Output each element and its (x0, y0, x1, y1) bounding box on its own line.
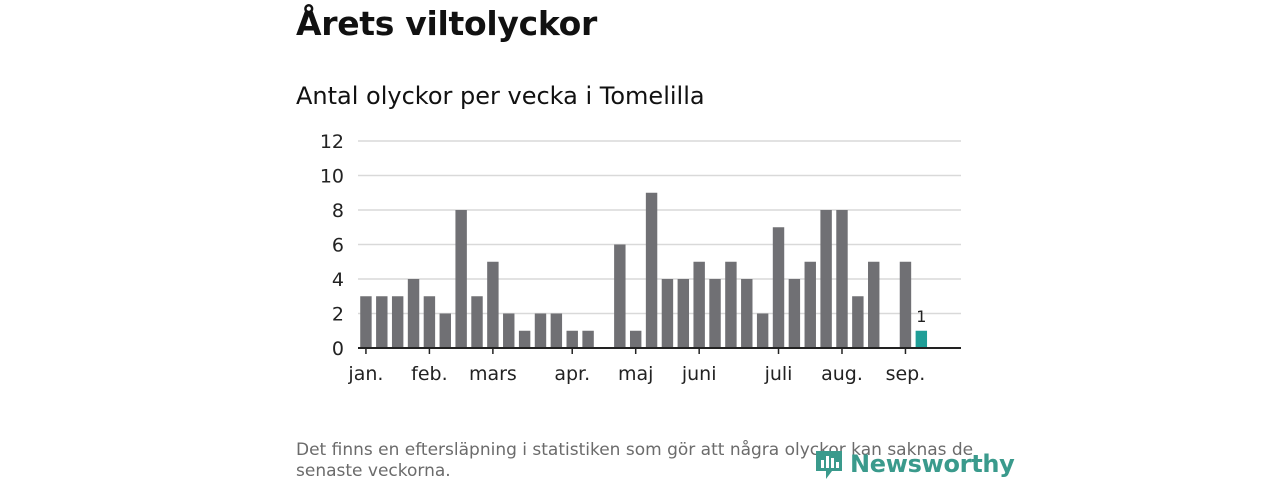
bar (756, 313, 769, 348)
bar (820, 210, 832, 348)
y-tick-label: 0 (332, 338, 344, 360)
bar (661, 279, 674, 348)
x-tick-label: juli (764, 363, 793, 385)
bar (868, 261, 880, 348)
bar (836, 210, 848, 348)
bar (439, 313, 451, 348)
bar (534, 313, 547, 348)
x-tick-label: apr. (554, 363, 590, 385)
bar (550, 313, 563, 348)
bar (360, 296, 372, 348)
bar (614, 244, 626, 348)
y-tick-label: 10 (320, 166, 344, 188)
bar (709, 279, 721, 348)
footnote: Det finns en eftersläpning i statistiken… (296, 440, 974, 481)
chart-heading: Årets viltolyckor (296, 4, 597, 43)
bar (455, 210, 467, 348)
x-tick-label: maj (618, 363, 653, 385)
y-tick-label: 8 (332, 200, 344, 222)
bar (741, 279, 753, 348)
y-tick-label: 6 (332, 235, 344, 257)
bar (487, 261, 499, 348)
bar (376, 296, 388, 348)
bar (804, 261, 816, 348)
bar (725, 261, 737, 348)
bar (645, 192, 658, 348)
x-tick-label: aug. (821, 363, 863, 385)
data-label: 1 (916, 307, 926, 326)
bar (582, 330, 594, 348)
bar (471, 296, 483, 348)
bar-series (360, 192, 928, 348)
bar (629, 330, 642, 348)
bar (693, 261, 705, 348)
x-tick-label: mars (469, 363, 517, 385)
bar (899, 261, 912, 348)
bar (788, 279, 801, 348)
data-labels: 1 (916, 307, 926, 326)
x-axis: jan. feb. mars apr. maj juni juli aug. sep. (347, 347, 961, 385)
bar (407, 279, 420, 348)
bar (503, 313, 515, 348)
chart-subtitle: Antal olyckor per vecka i Tomelilla (296, 82, 705, 110)
bar (518, 330, 531, 348)
brand-name: Newsworthy (850, 450, 1015, 478)
bar (423, 296, 436, 348)
bar (566, 330, 578, 348)
x-tick-label: juni (681, 363, 717, 385)
bar (852, 296, 864, 348)
newsworthy-brand: Newsworthy (814, 447, 1015, 481)
bar (772, 227, 785, 348)
y-tick-label: 12 (320, 131, 344, 153)
highlight-bar (915, 330, 928, 348)
y-axis-ticks: 0 2 4 6 8 10 12 (320, 131, 344, 360)
y-tick-label: 4 (332, 269, 344, 291)
bar-chart: 0 2 4 6 8 10 12 jan. feb. mars apr. maj juni juli aug… (320, 131, 961, 385)
newsworthy-logo-icon (816, 451, 842, 479)
x-tick-label: jan. (347, 363, 383, 385)
bar (677, 279, 690, 348)
y-tick-label: 2 (332, 304, 344, 326)
x-tick-label: feb. (411, 363, 447, 385)
x-tick-label: sep. (886, 363, 926, 385)
bar (391, 296, 404, 348)
